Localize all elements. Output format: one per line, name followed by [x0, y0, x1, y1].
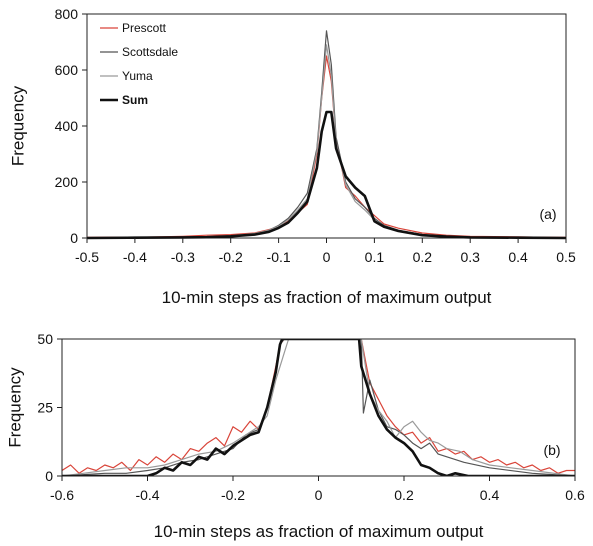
panel-b-y-tick-label: 25 [37, 400, 53, 416]
legend-entry-yuma: Yuma [100, 69, 153, 83]
panel-a-y-axis-label: Frequency [8, 85, 27, 166]
panel-a-x-axis-label: 10-min steps as fraction of maximum outp… [162, 288, 492, 307]
panel-a-x-tick-label: 0.4 [508, 249, 528, 265]
panel-a-y-tick-label: 200 [55, 174, 79, 190]
panel-b: -0.6 -0.4 -0.2 0 0.2 0.4 0.6 0 25 50 10-min step… [5, 331, 584, 541]
panel-a-y-tick-label: 0 [70, 230, 78, 246]
panel-a-x-tick-label: -0.3 [171, 249, 195, 265]
panel-b-x-tick-label: -0.6 [50, 487, 74, 503]
panel-a-x-tick-label: -0.5 [75, 249, 99, 265]
legend-box [96, 16, 188, 112]
panel-a-y-tick-label: 400 [55, 118, 79, 134]
panel-a-y-tick-label: 800 [55, 6, 79, 22]
legend: Prescott Scottsdale Yuma Sum [96, 16, 188, 112]
panel-b-y-axis-label: Frequency [5, 367, 24, 448]
panel-b-x-tick-label: 0 [315, 487, 323, 503]
panel-a: -0.5 -0.4 -0.3 -0.2 -0.1 0 0.1 0.2 0.3 0.4 0.5 0 20… [8, 6, 575, 307]
panel-b-series-prescott [62, 339, 575, 474]
panel-a-x-tick-label: -0.4 [123, 249, 147, 265]
legend-label-prescott: Prescott [122, 21, 167, 35]
legend-entry-prescott: Prescott [100, 21, 167, 35]
panel-b-y-tick-label: 50 [37, 331, 53, 347]
panel-b-x-tick-label: 0.2 [394, 487, 414, 503]
panel-b-y-tick-label: 0 [45, 468, 53, 484]
panel-a-x-tick-label: 0.5 [556, 249, 576, 265]
panel-a-label: (a) [539, 206, 556, 222]
panel-b-x-tick-label: -0.2 [221, 487, 245, 503]
panel-a-y-tick-label: 600 [55, 62, 79, 78]
legend-label-scottsdale: Scottsdale [122, 45, 178, 59]
panel-b-series-sum [62, 339, 575, 476]
panel-b-label: (b) [543, 442, 560, 458]
legend-label-sum: Sum [122, 93, 148, 107]
panel-b-x-tick-label: 0.6 [565, 487, 585, 503]
panel-b-frame [61, 338, 576, 477]
panel-a-series-prescott [86, 55, 567, 238]
panel-b-x-tick-label: -0.4 [135, 487, 159, 503]
panel-a-x-tick-label: -0.1 [267, 249, 291, 265]
panel-b-x-axis-label: 10-min steps as fraction of maximum outp… [154, 522, 484, 541]
legend-entry-scottsdale: Scottsdale [100, 45, 178, 59]
panel-a-x-tick-label: 0 [323, 249, 331, 265]
panel-b-x-tick-label: 0.4 [480, 487, 500, 503]
panel-a-x-tick-label: 0.2 [413, 249, 433, 265]
panel-b-series-yuma [62, 339, 575, 476]
panel-b-series-scottsdale [62, 339, 575, 476]
panel-a-x-tick-label: 0.1 [365, 249, 385, 265]
panel-a-series-sum [86, 110, 567, 240]
panel-a-x-tick-label: 0.3 [460, 249, 480, 265]
panel-a-x-tick-label: -0.2 [219, 249, 243, 265]
legend-label-yuma: Yuma [122, 69, 153, 83]
legend-entry-sum: Sum [100, 93, 148, 107]
